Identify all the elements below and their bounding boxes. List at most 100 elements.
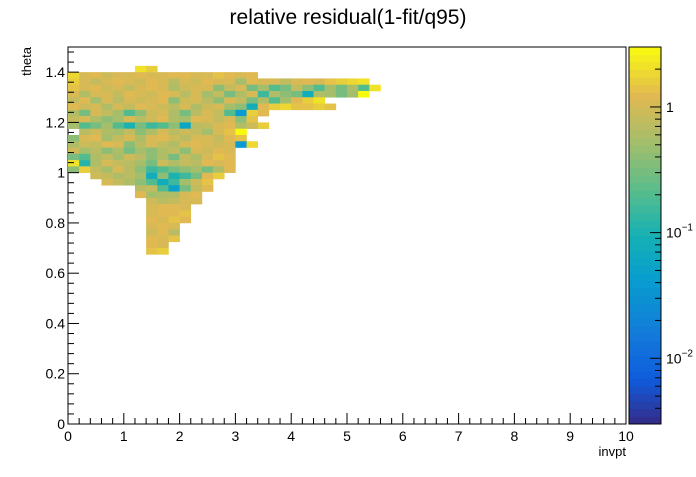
heatmap-cell <box>369 84 381 92</box>
heatmap-cell <box>179 116 192 123</box>
heatmap-cell <box>335 78 348 85</box>
colorbar-band <box>629 333 661 342</box>
heatmap-cell <box>157 103 169 111</box>
heatmap-cell <box>280 84 292 92</box>
heatmap-cell <box>90 166 102 173</box>
heatmap-cell <box>157 84 169 92</box>
colorbar-frame <box>628 46 662 425</box>
heatmap-cell <box>68 72 80 79</box>
heatmap-cell <box>101 153 113 161</box>
heatmap-cell <box>157 122 169 129</box>
colorbar-band <box>629 393 661 402</box>
heatmap-cell <box>168 153 180 161</box>
colorbar-band <box>629 220 661 229</box>
heatmap-cell <box>101 166 113 173</box>
heatmap-cell <box>157 191 169 199</box>
heatmap-cell <box>179 191 192 199</box>
heatmap-cell <box>146 185 158 192</box>
x-tick-label: 1 <box>120 428 128 444</box>
heatmap-cell <box>190 147 203 155</box>
heatmap-cell <box>157 90 169 98</box>
heatmap-cell <box>168 178 180 186</box>
colorbar-band <box>629 129 661 138</box>
heatmap-cell <box>79 147 91 155</box>
heatmap-cell <box>168 166 180 173</box>
heatmap-cell <box>190 97 203 104</box>
colorbar-band <box>629 378 661 387</box>
heatmap-cell <box>324 78 337 85</box>
heatmap-cell <box>224 153 236 161</box>
heatmap-cell <box>201 116 214 123</box>
heatmap-cell <box>179 122 192 129</box>
colorbar-band <box>629 107 661 116</box>
heatmap-cell <box>123 166 136 173</box>
heatmap-cell <box>79 78 91 85</box>
heatmap-cell <box>224 147 236 155</box>
heatmap-cell <box>201 109 214 117</box>
heatmap-cell <box>190 84 203 92</box>
heatmap-cell <box>179 166 192 173</box>
heatmap-cell <box>168 204 180 211</box>
heatmap-cell <box>246 109 259 117</box>
heatmap-cell <box>157 235 169 243</box>
heatmap-cell <box>79 166 91 173</box>
heatmap-cell <box>68 109 80 117</box>
heatmap-cell <box>90 116 102 123</box>
colorbar-band <box>629 310 661 319</box>
heatmap-cell <box>190 185 203 192</box>
heatmap-cell <box>168 97 180 104</box>
heatmap-cell <box>168 90 180 98</box>
heatmap-cell <box>201 166 214 173</box>
heatmap-cell <box>235 103 247 111</box>
heatmap-cell <box>179 147 192 155</box>
colorbar-band <box>629 280 661 289</box>
heatmap-cell <box>201 147 214 155</box>
y-tick-label: 0 <box>57 416 65 432</box>
heatmap-cell <box>157 116 169 123</box>
heatmap-cell <box>246 90 259 98</box>
heatmap-cell <box>134 122 147 129</box>
heatmap-cell <box>146 90 158 98</box>
heatmap-cell <box>358 90 370 98</box>
heatmap-cell <box>257 90 270 98</box>
heatmap-cell <box>224 141 236 148</box>
heatmap-cell <box>213 103 225 111</box>
heatmap-cell <box>134 185 147 192</box>
colorbar-band <box>629 92 661 101</box>
heatmap-cell <box>112 97 125 104</box>
heatmap-cell <box>101 78 113 85</box>
y-tick-label: 1.2 <box>46 114 66 130</box>
heatmap-cell <box>190 153 203 161</box>
heatmap-cell <box>101 103 113 111</box>
heatmap-cell <box>146 78 158 85</box>
heatmap-cell <box>112 90 125 98</box>
heatmap-cell <box>201 103 214 111</box>
heatmap-cell <box>235 90 247 98</box>
heatmap-cell <box>90 109 102 117</box>
heatmap-cell <box>157 185 169 192</box>
colorbar-band <box>629 386 661 395</box>
heatmap-cell <box>358 84 370 92</box>
heatmap-cell <box>157 153 169 161</box>
heatmap-cell <box>179 72 192 79</box>
heatmap-cell <box>146 172 158 180</box>
heatmap-cell <box>112 103 125 111</box>
heatmap-cell <box>224 166 236 173</box>
heatmap-cell <box>168 197 180 205</box>
heatmap-cell <box>168 229 180 236</box>
heatmap-cell <box>146 160 158 167</box>
heatmap-cell <box>168 128 180 136</box>
heatmap-cell <box>68 84 80 92</box>
heatmap-cell <box>168 109 180 117</box>
colorbar-band <box>629 167 661 176</box>
heatmap-cell <box>257 122 270 129</box>
heatmap-cell <box>190 197 203 205</box>
x-tick-label: 9 <box>566 428 574 444</box>
heatmap-cell <box>235 141 247 148</box>
heatmap-cell <box>68 153 80 161</box>
heatmap-cell <box>213 160 225 167</box>
heatmap-cell <box>257 103 270 111</box>
heatmap-cell <box>134 109 147 117</box>
heatmap-cell <box>246 84 259 92</box>
heatmap-cell <box>190 90 203 98</box>
